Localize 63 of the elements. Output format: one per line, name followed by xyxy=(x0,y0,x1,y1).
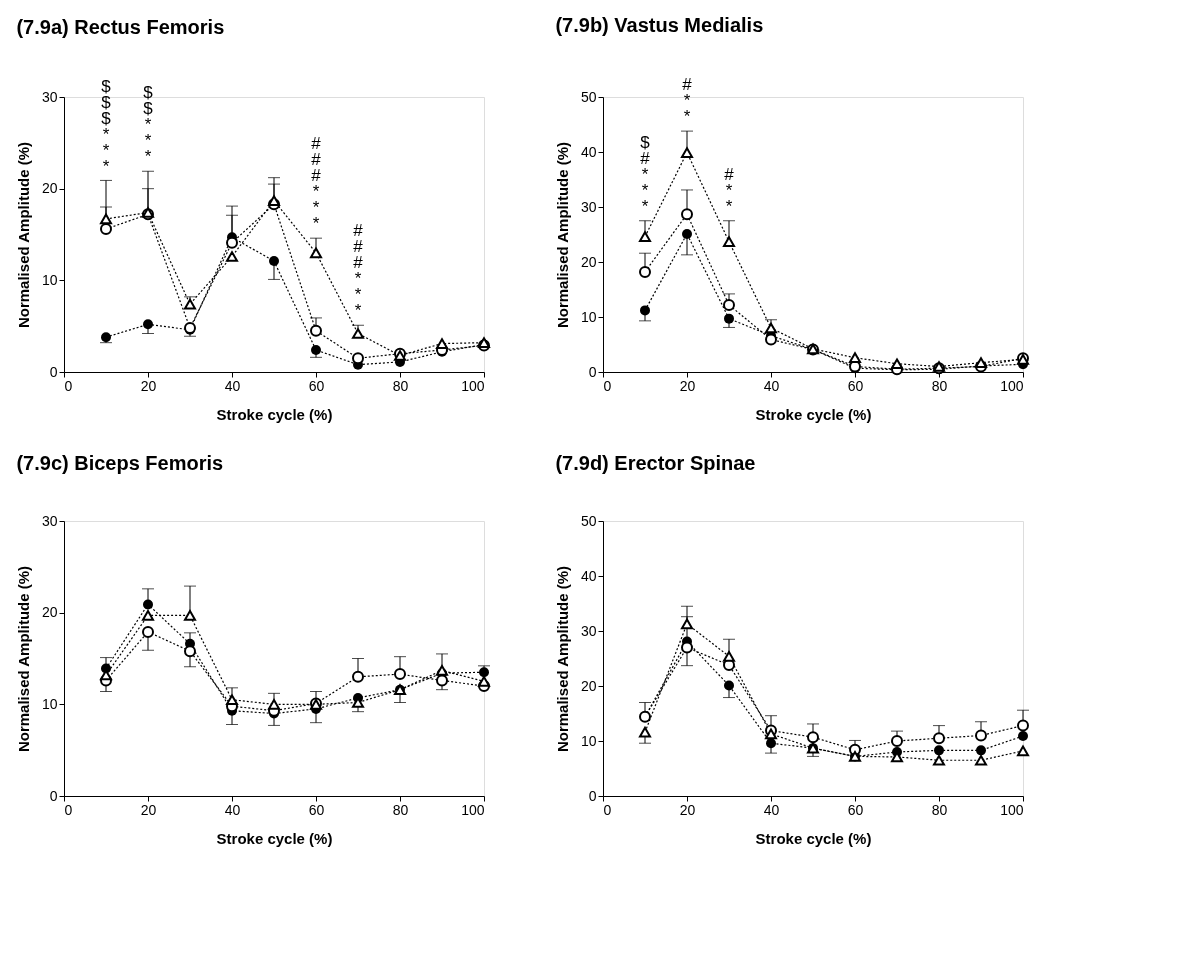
x-axis-title: Stroke cycle (%) xyxy=(755,405,872,423)
annotation: # * * xyxy=(724,164,735,216)
chart-title: (7.9a) Rectus Femoris xyxy=(16,15,225,38)
annotation: # # # * * * xyxy=(311,133,322,233)
x-tick-label: 20 xyxy=(679,377,696,394)
y-tick-label: 20 xyxy=(41,604,58,621)
annotation: $ $ $ * * * xyxy=(101,76,112,176)
x-tick-label: 60 xyxy=(847,801,864,818)
y-tick-label: 50 xyxy=(580,512,597,529)
y-tick-label: 10 xyxy=(580,732,597,749)
y-axis-title: Normalised Amplitude (%) xyxy=(14,565,32,753)
annotation: # # # * * * xyxy=(353,220,364,320)
x-tick-label: 20 xyxy=(679,801,696,818)
y-tick-label: 50 xyxy=(580,88,597,105)
x-tick-label: 0 xyxy=(603,377,612,394)
y-tick-label: 40 xyxy=(580,143,597,160)
x-tick-label: 40 xyxy=(763,801,780,818)
x-tick-label: 60 xyxy=(308,377,325,394)
x-axis-title: Stroke cycle (%) xyxy=(755,829,872,847)
chart-title: (7.9c) Biceps Femoris xyxy=(16,452,224,474)
y-tick-label: 0 xyxy=(588,363,597,380)
annotation: # * * xyxy=(682,75,693,127)
x-tick-label: 60 xyxy=(308,801,325,818)
y-axis-title: Normalised Amplitude (%) xyxy=(553,141,571,329)
annotation: $ $ * * * xyxy=(143,82,154,166)
x-tick-label: 80 xyxy=(931,377,948,394)
chart-title: (7.9d) Erector Spinae xyxy=(555,452,756,474)
x-axis-title: Stroke cycle (%) xyxy=(216,829,333,847)
y-tick-label: 30 xyxy=(41,512,58,529)
x-tick-label: 20 xyxy=(140,377,157,394)
chart-title: (7.9b) Vastus Medialis xyxy=(555,14,764,37)
x-tick-label: 60 xyxy=(847,377,864,394)
y-tick-label: 10 xyxy=(580,308,597,325)
x-tick-label: 100 xyxy=(461,801,485,818)
x-axis-title: Stroke cycle (%) xyxy=(216,405,333,423)
x-tick-label: 80 xyxy=(392,377,409,394)
y-tick-label: 20 xyxy=(580,677,597,694)
x-tick-label: 80 xyxy=(392,801,409,818)
x-tick-label: 0 xyxy=(64,801,73,818)
x-tick-label: 80 xyxy=(931,801,948,818)
y-tick-label: 0 xyxy=(588,787,597,804)
x-tick-label: 100 xyxy=(461,377,485,394)
y-tick-label: 20 xyxy=(41,180,58,197)
x-tick-label: 40 xyxy=(224,801,241,818)
y-tick-label: 30 xyxy=(41,88,58,105)
y-axis-title: Normalised Amplitude (%) xyxy=(14,141,32,329)
annotation: $ # * * * xyxy=(640,132,651,216)
y-tick-label: 20 xyxy=(580,253,597,270)
y-tick-label: 30 xyxy=(580,198,597,215)
y-tick-label: 10 xyxy=(41,271,58,288)
y-axis-title: Normalised Amplitude (%) xyxy=(553,565,571,753)
y-tick-label: 0 xyxy=(49,363,58,380)
x-tick-label: 0 xyxy=(603,801,612,818)
x-tick-label: 0 xyxy=(64,377,73,394)
x-tick-label: 20 xyxy=(140,801,157,818)
x-tick-label: 100 xyxy=(1000,801,1024,818)
y-tick-label: 40 xyxy=(580,567,597,584)
x-tick-label: 40 xyxy=(763,377,780,394)
x-tick-label: 40 xyxy=(224,377,241,394)
y-tick-label: 0 xyxy=(49,787,58,804)
y-tick-label: 30 xyxy=(580,622,597,639)
y-tick-label: 10 xyxy=(41,695,58,712)
x-tick-label: 100 xyxy=(1000,377,1024,394)
